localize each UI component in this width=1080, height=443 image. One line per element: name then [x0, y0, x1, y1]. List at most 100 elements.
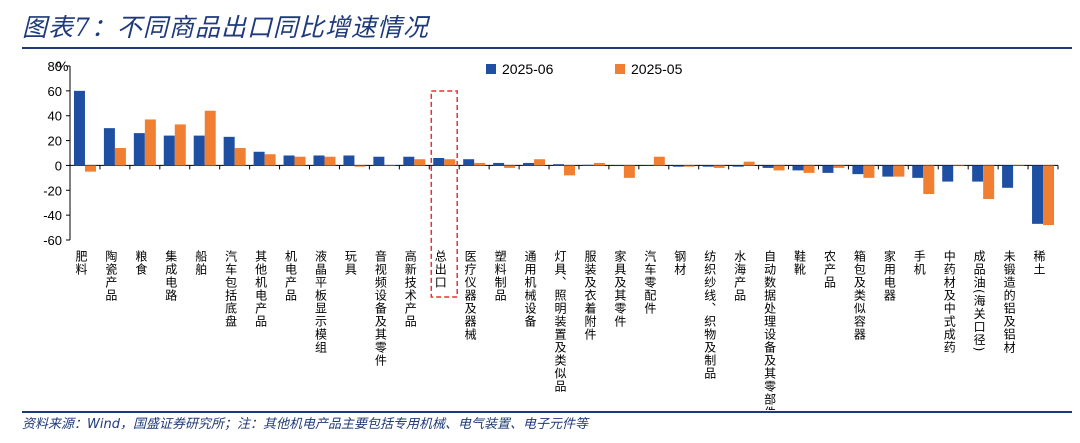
- bar: [523, 162, 535, 166]
- x-tick-label: 其他机电产品: [254, 250, 268, 328]
- x-tick-label: 塑料制品: [493, 249, 507, 302]
- bar: [743, 161, 755, 166]
- bar: [564, 165, 575, 176]
- bar-chart: 80 60 40 20 0 -20 -40 -60% 肥料 陶瓷产品 粮食 集成电路 船舶 汽车包括底盘 其…: [43, 58, 1059, 410]
- x-tick-label: 灯具、照明装置及类似品: [553, 250, 567, 393]
- bar: [822, 165, 834, 173]
- x-tick-label: 高新技术产品: [403, 249, 417, 328]
- bar: [1013, 165, 1025, 167]
- x-tick-label: 鞋靴: [793, 249, 807, 276]
- bar: [354, 165, 366, 167]
- bar: [144, 119, 156, 166]
- bar: [792, 165, 804, 171]
- x-tick-label: 钢材: [673, 250, 687, 276]
- bar: [433, 157, 445, 166]
- bar: [84, 165, 96, 172]
- bar: [403, 156, 415, 166]
- bar: [384, 165, 396, 167]
- source-note: 资料来源：Wind，国盛证券研究所；注：其他机电产品主要包括专用机械、电气装置、…: [22, 417, 588, 432]
- x-tick-label: 手机: [912, 250, 926, 276]
- y-tick-label: 40: [48, 109, 62, 124]
- bar: [1032, 165, 1044, 224]
- x-tick-label: 未锻造的铝及铝材: [1002, 250, 1016, 354]
- bar: [504, 165, 516, 168]
- y-tick-label: -20: [43, 183, 62, 198]
- bar: [983, 165, 995, 199]
- bar: [103, 128, 115, 166]
- bar: [713, 165, 725, 168]
- bar: [893, 165, 905, 177]
- bar: [264, 154, 276, 166]
- bar: [803, 165, 815, 173]
- bar: [1002, 165, 1014, 188]
- x-tick-label: 家具及其零件: [613, 249, 627, 328]
- bar: [882, 165, 894, 177]
- bar: [912, 165, 924, 178]
- y-tick-label: 0: [55, 158, 62, 173]
- x-tick-label: 汽车零配件: [643, 249, 657, 315]
- bar: [762, 165, 774, 168]
- x-tick-label: 家用电器: [882, 249, 896, 302]
- x-tick-label: 玩具: [343, 250, 357, 276]
- bar: [313, 155, 325, 166]
- x-tick-label: 纺织纱线、织物及制品: [703, 250, 717, 380]
- bar: [444, 159, 456, 166]
- figure-title: 图表7：不同商品出口同比增速情况: [22, 13, 429, 42]
- bar: [73, 90, 85, 166]
- bar: [593, 162, 605, 166]
- bar: [553, 164, 564, 166]
- bar: [582, 164, 594, 166]
- bar: [163, 135, 175, 166]
- bar: [493, 162, 505, 166]
- x-tick-label: 机电产品: [284, 250, 298, 302]
- bar: [773, 165, 785, 171]
- bar: [133, 133, 145, 166]
- bar: [972, 165, 984, 182]
- x-tick-label: 集成电路: [164, 249, 178, 302]
- bar: [193, 135, 205, 166]
- x-tick-label: 总出口: [433, 250, 447, 289]
- x-tick-label: 肥料: [74, 250, 88, 276]
- legend-swatch-2025-06: [486, 64, 496, 74]
- x-tick-label: 水海产品: [733, 250, 747, 302]
- x-tick-label: 音视频设备及其零件: [373, 249, 387, 367]
- x-tick-label: 汽车包括底盘: [224, 249, 238, 328]
- bar: [204, 110, 216, 166]
- bar: [463, 159, 475, 166]
- bar: [324, 156, 336, 166]
- bar: [863, 165, 875, 178]
- bar: [833, 165, 845, 168]
- bar: [223, 136, 235, 166]
- bar: [174, 124, 186, 166]
- bar: [414, 159, 426, 166]
- bar: [1043, 165, 1055, 226]
- bar: [942, 165, 954, 182]
- x-tick-label: 成品油(海关口径): [972, 250, 986, 353]
- bar: [623, 165, 635, 178]
- x-tick-label: 陶瓷产品: [104, 249, 118, 302]
- bar: [534, 159, 546, 166]
- y-axis-unit: %: [56, 58, 68, 74]
- x-tick-label: 船舶: [194, 250, 208, 276]
- legend-label-2025-05: 2025-05: [631, 61, 683, 77]
- bar: [283, 155, 295, 166]
- bar: [953, 165, 965, 167]
- bar: [653, 156, 665, 166]
- y-tick-label: 60: [48, 84, 62, 99]
- bar: [683, 165, 695, 167]
- x-tick-label: 稀土: [1032, 250, 1046, 276]
- bar: [612, 165, 624, 167]
- bar: [114, 148, 126, 166]
- y-tick-label: 20: [48, 134, 62, 149]
- y-tick-label: 80: [48, 59, 62, 74]
- bar: [672, 165, 684, 167]
- x-tick-label: 农产品: [822, 250, 836, 289]
- legend-label-2025-06: 2025-06: [502, 61, 554, 77]
- bar: [294, 156, 306, 166]
- bar: [253, 151, 265, 166]
- x-tick-label: 医疗仪器及器械: [463, 250, 477, 341]
- footer-divider: [22, 411, 1072, 413]
- bar: [373, 156, 385, 166]
- bar: [474, 162, 486, 166]
- bar: [732, 165, 744, 167]
